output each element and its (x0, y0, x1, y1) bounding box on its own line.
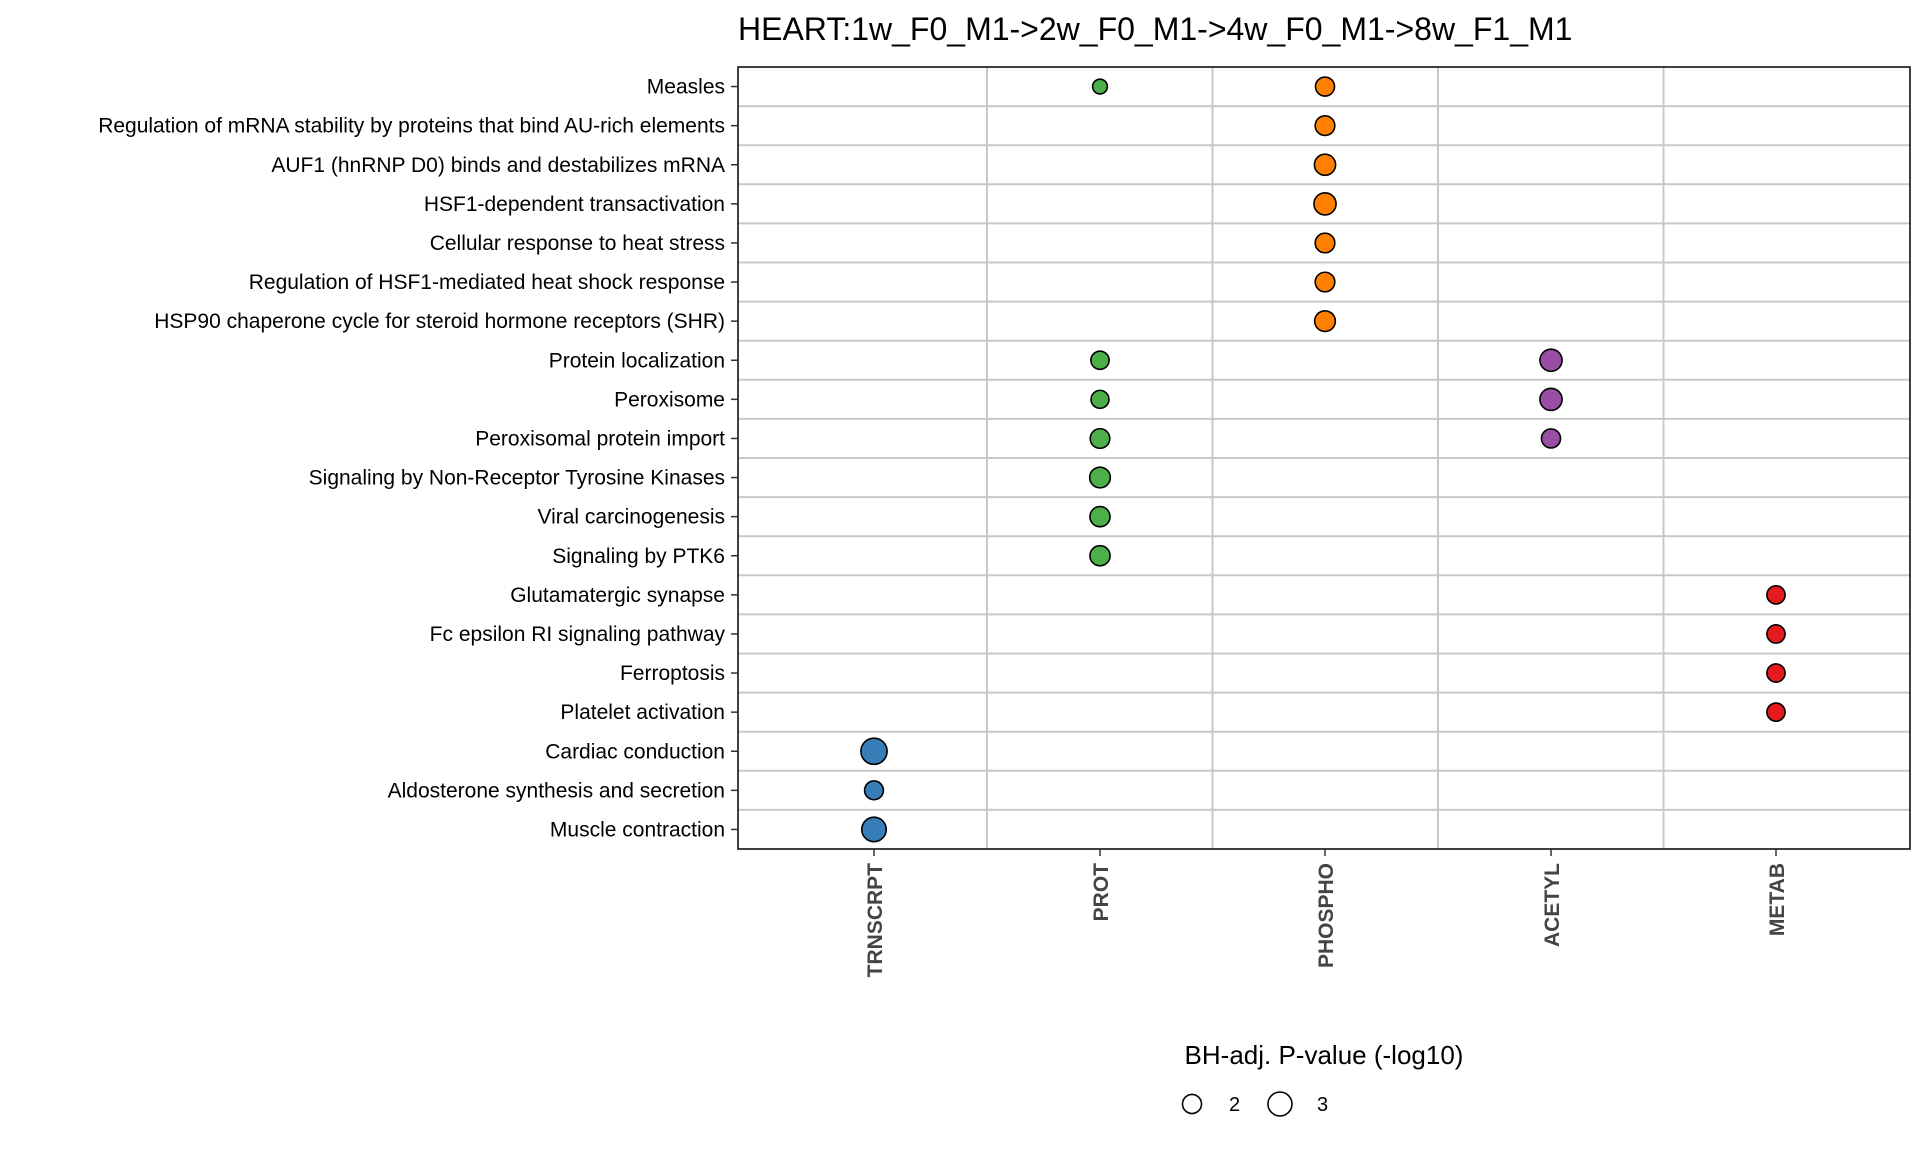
panel-border (737, 66, 1911, 850)
y-tick-label: Viral carcinogenesis (537, 506, 725, 529)
y-axis: Measles Regulation of mRNA stability by p… (98, 76, 738, 841)
data-point (1540, 428, 1562, 449)
data-point (1314, 232, 1336, 254)
data-point (1539, 387, 1563, 412)
data-points (860, 76, 1786, 843)
y-tick-label: Regulation of mRNA stability by proteins… (98, 115, 725, 138)
y-tick-label: Ferroptosis (620, 662, 725, 685)
x-tick-label: ACETYL (1541, 863, 1564, 947)
y-tick-label: Fc epsilon RI signaling pathway (430, 623, 726, 646)
x-tick-label: TRNSCRPT (864, 863, 887, 978)
data-point (1091, 78, 1109, 95)
data-point (1314, 271, 1336, 293)
data-point (1089, 505, 1111, 528)
y-tick-label: HSP90 chaperone cycle for steroid hormon… (154, 310, 725, 333)
data-point (1089, 427, 1111, 450)
y-tick-label: Signaling by PTK6 (552, 545, 725, 568)
y-tick-label: Platelet activation (560, 701, 725, 724)
y-tick-label: AUF1 (hnRNP D0) binds and destabilizes m… (271, 154, 725, 177)
y-tick-label: Peroxisomal protein import (475, 427, 725, 450)
y-tick-label: Measles (647, 76, 725, 99)
size-legend: BH-adj. P-value (-log10) 2 3 (1181, 1040, 1464, 1117)
data-point (860, 816, 888, 843)
data-point (1766, 663, 1786, 683)
y-tick-label: Cellular response to heat stress (430, 232, 725, 255)
y-tick-label: Aldosterone synthesis and secretion (388, 779, 725, 802)
data-point (863, 780, 885, 801)
x-tick-label: METAB (1766, 863, 1789, 936)
data-point (1313, 191, 1337, 216)
legend-key-label: 3 (1317, 1094, 1328, 1116)
data-point (1088, 466, 1112, 489)
data-point (1313, 153, 1337, 177)
data-point (1090, 389, 1110, 410)
x-tick-label: PHOSPHO (1315, 863, 1338, 968)
grid-lines (738, 67, 1910, 849)
data-point (1314, 115, 1336, 137)
y-tick-label: Signaling by Non-Receptor Tyrosine Kinas… (309, 467, 725, 490)
y-tick-label: Peroxisome (614, 388, 725, 411)
data-point (1539, 348, 1563, 373)
y-tick-label: Muscle contraction (550, 818, 725, 841)
data-point (1089, 544, 1111, 567)
chart-title: HEART:1w_F0_M1->2w_F0_M1->4w_F0_M1->8w_F… (738, 11, 1572, 47)
y-tick-label: Protein localization (549, 349, 725, 372)
y-tick-label: Regulation of HSF1-mediated heat shock r… (249, 271, 725, 294)
data-point (860, 737, 888, 766)
data-point (1090, 350, 1110, 371)
data-point (1313, 310, 1337, 333)
y-tick-label: Glutamatergic synapse (510, 584, 725, 607)
legend-title: BH-adj. P-value (-log10) (1185, 1040, 1464, 1070)
data-point (1766, 624, 1786, 644)
x-axis: TRNSCRPT PROT PHOSPHO ACETYL METAB (864, 849, 1789, 977)
legend-key-label: 2 (1229, 1094, 1240, 1116)
legend-key-circle (1267, 1091, 1293, 1117)
y-tick-label: Cardiac conduction (545, 740, 725, 763)
legend-key-circle (1181, 1093, 1203, 1115)
data-point (1766, 584, 1786, 605)
data-point (1766, 702, 1786, 723)
y-tick-label: HSF1-dependent transactivation (424, 193, 725, 216)
data-point (1314, 76, 1336, 97)
x-tick-label: PROT (1090, 863, 1113, 922)
